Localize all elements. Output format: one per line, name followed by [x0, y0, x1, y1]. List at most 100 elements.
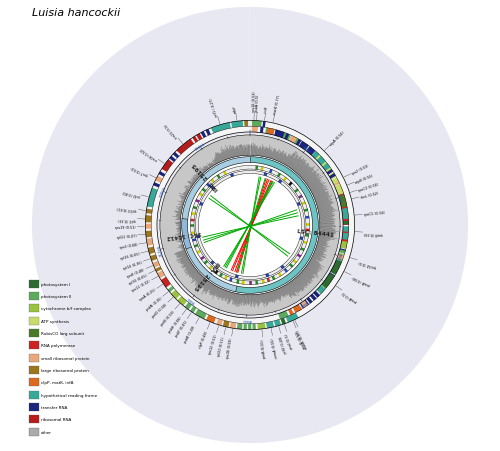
- Text: ycf1 (-0.27): ycf1 (-0.27): [210, 97, 220, 117]
- PathPatch shape: [196, 134, 202, 141]
- Text: psaA (0.5): psaA (0.5): [342, 290, 358, 303]
- PathPatch shape: [171, 290, 180, 299]
- PathPatch shape: [283, 177, 287, 182]
- Text: 32kb: 32kb: [336, 193, 343, 203]
- Text: ycf2 (0.81): ycf2 (0.81): [122, 189, 141, 197]
- PathPatch shape: [147, 188, 158, 208]
- PathPatch shape: [146, 224, 151, 230]
- PathPatch shape: [297, 254, 302, 258]
- PathPatch shape: [222, 321, 230, 328]
- Text: rpl16 (0.65): rpl16 (0.65): [120, 252, 140, 261]
- PathPatch shape: [296, 140, 302, 146]
- PathPatch shape: [252, 121, 262, 128]
- PathPatch shape: [155, 267, 162, 272]
- PathPatch shape: [195, 309, 206, 319]
- PathPatch shape: [332, 178, 339, 185]
- PathPatch shape: [192, 212, 196, 216]
- Text: SSC: 11412: SSC: 11412: [167, 230, 202, 239]
- PathPatch shape: [293, 304, 302, 313]
- FancyBboxPatch shape: [29, 366, 38, 374]
- PathPatch shape: [306, 216, 309, 219]
- Text: rps11 (0.32): rps11 (0.32): [132, 279, 152, 293]
- PathPatch shape: [342, 233, 348, 240]
- PathPatch shape: [260, 128, 264, 133]
- PathPatch shape: [289, 264, 294, 268]
- PathPatch shape: [298, 195, 302, 199]
- PathPatch shape: [178, 297, 187, 306]
- PathPatch shape: [343, 221, 349, 225]
- FancyBboxPatch shape: [29, 292, 38, 300]
- PathPatch shape: [314, 291, 320, 297]
- Text: clpP (0.48): clpP (0.48): [198, 330, 208, 348]
- PathPatch shape: [308, 148, 314, 154]
- PathPatch shape: [157, 271, 165, 279]
- PathPatch shape: [290, 136, 301, 146]
- PathPatch shape: [300, 302, 306, 309]
- PathPatch shape: [302, 202, 306, 206]
- PathPatch shape: [286, 313, 298, 323]
- PathPatch shape: [262, 280, 265, 284]
- PathPatch shape: [256, 281, 258, 285]
- PathPatch shape: [321, 283, 328, 289]
- FancyBboxPatch shape: [29, 428, 38, 436]
- Text: matK (0.77): matK (0.77): [273, 94, 281, 115]
- PathPatch shape: [216, 175, 220, 179]
- FancyBboxPatch shape: [29, 280, 38, 288]
- PathPatch shape: [343, 227, 349, 232]
- PathPatch shape: [236, 280, 240, 284]
- PathPatch shape: [219, 273, 223, 278]
- PathPatch shape: [210, 186, 214, 190]
- PathPatch shape: [310, 295, 316, 301]
- PathPatch shape: [196, 199, 200, 203]
- PathPatch shape: [252, 127, 258, 133]
- PathPatch shape: [304, 300, 309, 306]
- PathPatch shape: [244, 324, 247, 330]
- FancyBboxPatch shape: [29, 415, 38, 423]
- Text: rpoB (0.58): rpoB (0.58): [364, 230, 383, 236]
- PathPatch shape: [326, 170, 333, 175]
- PathPatch shape: [152, 261, 160, 268]
- PathPatch shape: [280, 132, 291, 141]
- PathPatch shape: [158, 172, 165, 177]
- PathPatch shape: [162, 160, 173, 172]
- PathPatch shape: [266, 322, 274, 328]
- PathPatch shape: [202, 189, 206, 193]
- PathPatch shape: [224, 276, 228, 280]
- Text: ycf4 (0.49): ycf4 (0.49): [279, 335, 288, 353]
- Text: 80kb: 80kb: [242, 317, 252, 321]
- PathPatch shape: [310, 295, 316, 301]
- PathPatch shape: [300, 143, 308, 151]
- PathPatch shape: [306, 147, 312, 153]
- PathPatch shape: [230, 322, 236, 329]
- FancyBboxPatch shape: [29, 304, 38, 313]
- PathPatch shape: [296, 202, 300, 207]
- PathPatch shape: [235, 275, 238, 279]
- Text: IRB: 25195: IRB: 25195: [192, 162, 220, 192]
- PathPatch shape: [321, 162, 329, 170]
- PathPatch shape: [301, 301, 308, 308]
- PathPatch shape: [173, 152, 179, 159]
- Text: photosystem II: photosystem II: [41, 295, 72, 298]
- Text: Luisia hancockii: Luisia hancockii: [32, 8, 120, 18]
- PathPatch shape: [190, 225, 194, 227]
- Text: rps16 (0.53): rps16 (0.53): [252, 91, 257, 112]
- PathPatch shape: [200, 256, 204, 261]
- PathPatch shape: [329, 174, 336, 179]
- Text: hypothetical reading frame: hypothetical reading frame: [41, 393, 97, 397]
- PathPatch shape: [146, 239, 153, 246]
- FancyBboxPatch shape: [29, 403, 38, 411]
- PathPatch shape: [303, 241, 307, 244]
- Text: rpl36 (0.65): rpl36 (0.65): [128, 273, 148, 285]
- FancyBboxPatch shape: [29, 317, 38, 325]
- PathPatch shape: [342, 208, 348, 220]
- PathPatch shape: [340, 241, 347, 249]
- PathPatch shape: [322, 274, 335, 288]
- Text: 112kb: 112kb: [156, 244, 163, 257]
- Text: rps8 (0.48): rps8 (0.48): [127, 267, 146, 278]
- PathPatch shape: [193, 207, 197, 210]
- PathPatch shape: [186, 248, 236, 292]
- PathPatch shape: [200, 132, 206, 138]
- PathPatch shape: [206, 315, 216, 323]
- Text: rpoC1 (0.56): rpoC1 (0.56): [364, 211, 385, 217]
- PathPatch shape: [274, 320, 281, 327]
